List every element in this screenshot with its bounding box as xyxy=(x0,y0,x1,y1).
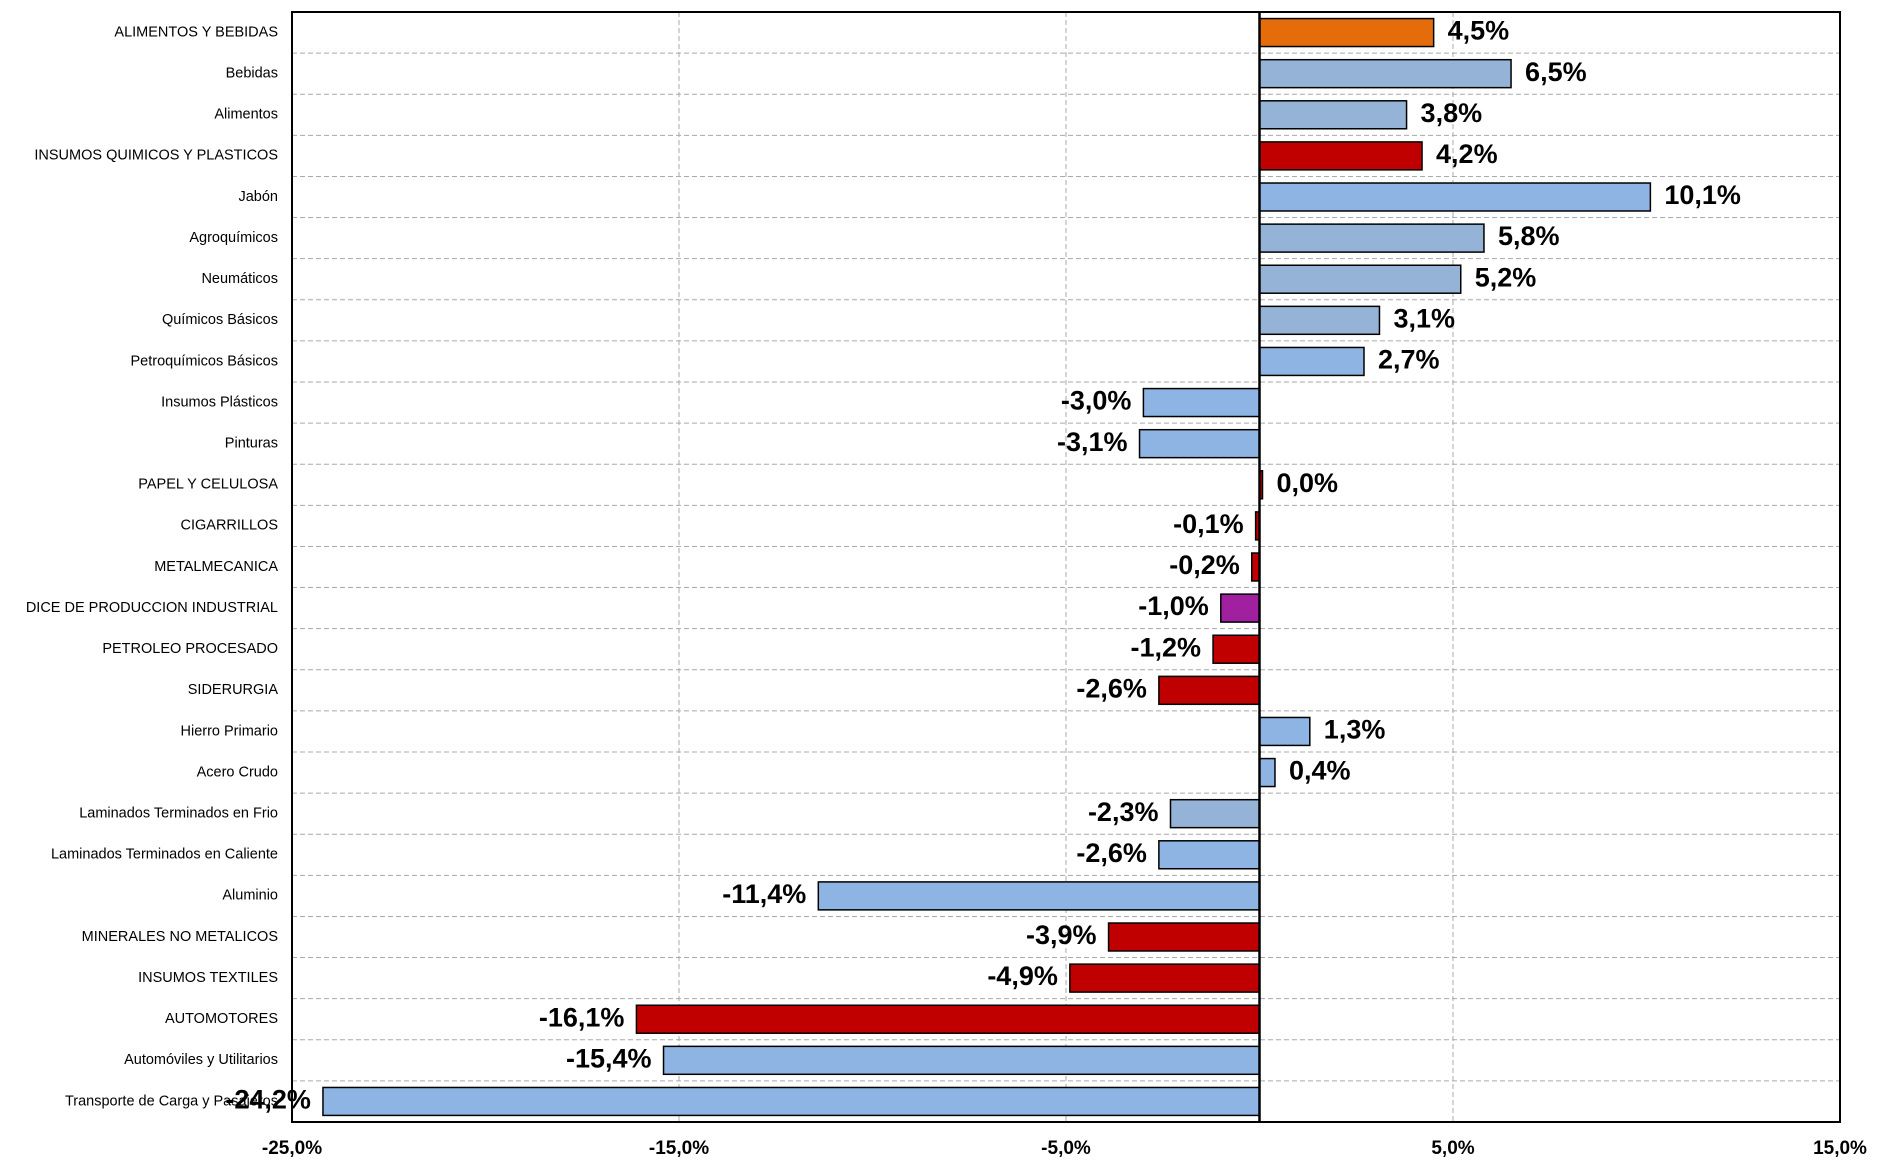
value-label: 4,2% xyxy=(1436,139,1498,169)
y-tick-label: Bebidas xyxy=(226,65,278,81)
bar xyxy=(1258,100,1408,130)
value-label: 3,1% xyxy=(1393,303,1455,333)
y-tick-label: PAPEL Y CELULOSA xyxy=(138,477,278,493)
value-label: -3,0% xyxy=(1061,386,1132,416)
bar xyxy=(1142,387,1261,418)
value-label: -3,9% xyxy=(1026,920,1097,950)
y-tick-label: Alimentos xyxy=(214,107,278,123)
y-tick-label: Laminados Terminados en Frio xyxy=(79,805,278,821)
y-tick-label: Hierro Primario xyxy=(181,723,279,739)
value-label: -0,1% xyxy=(1173,509,1244,539)
bar xyxy=(1258,757,1276,788)
value-label: 5,2% xyxy=(1475,262,1537,292)
y-tick-label: PETROLEO PROCESADO xyxy=(102,641,278,657)
y-tick-label: Jabón xyxy=(238,189,278,205)
value-label: -24,2% xyxy=(225,1085,311,1115)
y-tick-label: Petroquímicos Básicos xyxy=(131,353,278,369)
y-tick-label: Neumáticos xyxy=(201,271,278,287)
y-tick-label: SIDERURGIA xyxy=(188,682,279,698)
value-label: -2,3% xyxy=(1088,797,1159,827)
value-label: -1,0% xyxy=(1138,591,1209,621)
x-tick-label: 5,0% xyxy=(1431,1138,1474,1159)
bar xyxy=(1169,798,1261,829)
bar xyxy=(1138,428,1261,459)
value-label: 1,3% xyxy=(1324,715,1386,745)
y-tick-label: Acero Crudo xyxy=(197,764,278,780)
bar xyxy=(1158,675,1261,706)
value-label: -15,4% xyxy=(566,1043,652,1073)
value-label: 5,8% xyxy=(1498,221,1560,251)
y-tick-label: ALIMENTOS Y BEBIDAS xyxy=(114,24,278,40)
x-tick-label: -5,0% xyxy=(1041,1138,1091,1159)
value-label: 0,4% xyxy=(1289,756,1351,786)
y-tick-label: Laminados Terminados en Caliente xyxy=(51,847,278,863)
y-tick-label: AUTOMOTORES xyxy=(165,1011,278,1027)
x-tick-label: -25,0% xyxy=(262,1138,322,1159)
bar xyxy=(1258,223,1485,253)
value-label: -3,1% xyxy=(1057,427,1128,457)
bar xyxy=(1258,17,1435,48)
value-label: 6,5% xyxy=(1525,57,1587,87)
value-label: -2,6% xyxy=(1076,838,1147,868)
bar xyxy=(1158,840,1261,870)
bar xyxy=(1212,634,1261,664)
value-label: 2,7% xyxy=(1378,345,1440,375)
value-label: -1,2% xyxy=(1131,632,1202,662)
bar xyxy=(662,1045,1261,1076)
value-label: 3,8% xyxy=(1421,98,1483,128)
value-label: 10,1% xyxy=(1664,180,1741,210)
bar xyxy=(1107,922,1261,952)
y-tick-label: Pinturas xyxy=(225,435,278,451)
y-tick-label: Aluminio xyxy=(222,888,278,904)
bar xyxy=(1258,716,1311,747)
value-label: -4,9% xyxy=(987,961,1058,991)
y-tick-label: MINERALES NO METALICOS xyxy=(82,929,278,945)
bar xyxy=(817,881,1261,911)
bar xyxy=(1258,264,1462,294)
bar xyxy=(1258,346,1365,377)
value-label: -16,1% xyxy=(539,1002,625,1032)
y-tick-label: INSUMOS QUIMICOS Y PLASTICOS xyxy=(34,148,278,164)
y-tick-label: Insumos Plásticos xyxy=(161,394,278,410)
bar xyxy=(322,1086,1261,1117)
bar xyxy=(635,1004,1261,1034)
y-tick-label: Agroquímicos xyxy=(189,230,278,246)
bar xyxy=(1258,182,1652,212)
bar xyxy=(1258,305,1381,336)
y-tick-label: INSUMOS TEXTILES xyxy=(138,970,278,986)
plot-border xyxy=(291,11,1841,1123)
value-label: 4,5% xyxy=(1448,16,1510,46)
y-tick-label: METALMECANICA xyxy=(154,559,278,575)
value-label: 0,0% xyxy=(1277,468,1339,498)
value-label: -11,4% xyxy=(722,879,806,909)
x-tick-label: 15,0% xyxy=(1813,1138,1867,1159)
bar xyxy=(1258,58,1512,89)
value-label: -0,2% xyxy=(1169,550,1240,580)
bar xyxy=(1069,963,1261,993)
y-tick-label: DICE DE PRODUCCION INDUSTRIAL xyxy=(26,600,278,616)
bar xyxy=(1258,141,1423,171)
x-tick-label: -15,0% xyxy=(649,1138,709,1159)
y-tick-label: Transporte de Carga y Pasajeros xyxy=(65,1093,278,1109)
value-label: -2,6% xyxy=(1076,673,1147,703)
y-tick-label: Químicos Básicos xyxy=(162,312,278,328)
y-tick-label: CIGARRILLOS xyxy=(181,518,279,534)
bar xyxy=(1220,593,1261,623)
y-tick-label: Automóviles y Utilitarios xyxy=(124,1052,278,1068)
